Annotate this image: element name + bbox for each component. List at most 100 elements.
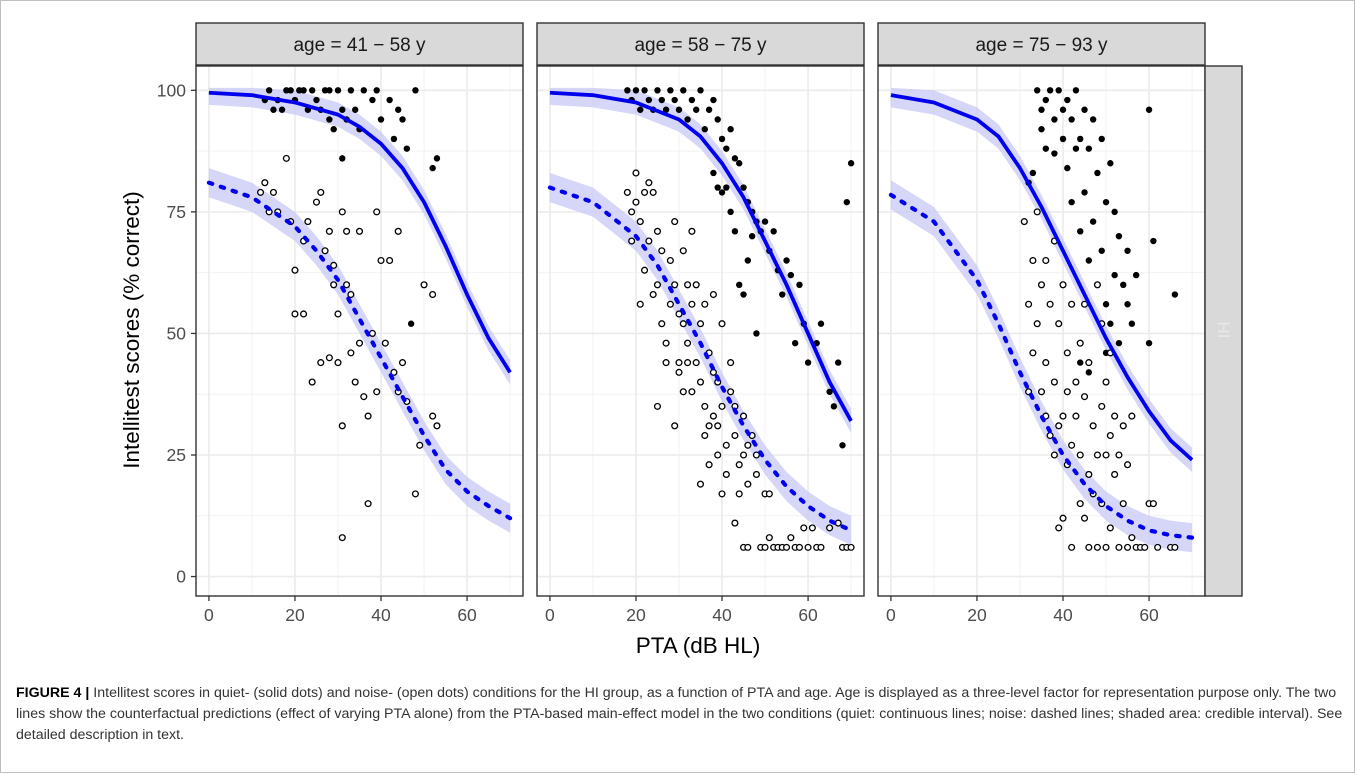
- noise-point: [688, 227, 696, 235]
- quiet-point: [692, 106, 700, 113]
- quiet-point: [718, 189, 726, 196]
- noise-point: [355, 339, 364, 347]
- noise-point: [800, 524, 808, 532]
- noise-point: [317, 188, 325, 196]
- noise-point: [1029, 349, 1037, 357]
- noise-fit-line: [206, 180, 513, 521]
- quiet-point: [360, 87, 368, 94]
- quiet-point: [675, 106, 683, 113]
- noise-point: [1020, 218, 1028, 226]
- noise-point: [1050, 378, 1058, 386]
- quiet-point: [744, 257, 752, 264]
- noise-point: [675, 310, 683, 318]
- quiet-point: [1038, 106, 1045, 113]
- quiet-point: [705, 106, 713, 113]
- quiet-point: [1081, 189, 1088, 196]
- quiet-point: [748, 232, 756, 240]
- quiet-point: [697, 87, 704, 94]
- quiet-point: [718, 135, 726, 143]
- quiet-point: [641, 87, 648, 94]
- quiet-point: [270, 106, 277, 113]
- quiet-point: [330, 126, 337, 133]
- noise-point: [433, 422, 441, 430]
- quiet-point: [1068, 198, 1075, 206]
- quiet-credible-interval: [890, 87, 1193, 473]
- caption-label: FIGURE 4: [16, 685, 82, 701]
- noise-point: [338, 208, 346, 216]
- quiet-point: [1081, 106, 1088, 113]
- quiet-point: [1042, 145, 1050, 152]
- noise-credible-interval: [208, 168, 511, 533]
- quiet-point: [386, 96, 393, 104]
- noise-point: [727, 388, 735, 396]
- quiet-point: [740, 291, 747, 298]
- quiet-point: [701, 126, 709, 133]
- y-tick-label: 0: [176, 567, 186, 587]
- quiet-point: [351, 106, 359, 113]
- panel-border: [536, 65, 865, 597]
- noise-credible-interval: [890, 180, 1193, 553]
- noise-point: [1085, 359, 1093, 367]
- quiet-point: [1046, 87, 1054, 94]
- quiet-point: [791, 339, 799, 347]
- quiet-point: [1077, 135, 1084, 143]
- noise-point: [671, 422, 679, 430]
- noise-point: [381, 339, 389, 347]
- quiet-point: [714, 116, 721, 123]
- noise-point: [325, 354, 333, 362]
- facet-panel-1: age = 41 − 58 y: [195, 22, 524, 597]
- noise-point: [1115, 451, 1123, 459]
- noise-point: [321, 247, 329, 255]
- quiet-point: [395, 106, 402, 113]
- noise-point: [662, 359, 670, 367]
- noise-point: [1037, 388, 1046, 396]
- noise-point: [1055, 524, 1063, 532]
- noise-point: [714, 422, 722, 430]
- noise-point: [351, 378, 359, 386]
- noise-point: [709, 290, 717, 299]
- noise-point: [1033, 320, 1041, 328]
- quiet-fit-line: [549, 90, 853, 422]
- quiet-point: [714, 184, 721, 191]
- figure-caption: FIGURE 4 | Intellitest scores in quiet- …: [16, 683, 1346, 746]
- row-strip-background: [1204, 65, 1243, 597]
- x-tick-label: 0: [204, 605, 214, 625]
- noise-credible-interval: [549, 172, 852, 545]
- noise-point: [765, 534, 773, 542]
- quiet-point: [390, 135, 398, 143]
- noise-point: [709, 412, 717, 420]
- noise-point: [696, 320, 705, 328]
- quiet-point: [1068, 116, 1075, 123]
- noise-point: [291, 266, 299, 274]
- quiet-point: [736, 281, 743, 289]
- quiet-point: [684, 116, 691, 123]
- quiet-point: [624, 87, 631, 94]
- quiet-point: [1124, 247, 1131, 254]
- x-tick-label: 0: [886, 605, 896, 625]
- noise-point: [636, 300, 644, 308]
- noise-point: [1098, 402, 1106, 410]
- noise-point: [343, 281, 351, 289]
- noise-point: [347, 290, 355, 299]
- noise-point: [1111, 470, 1119, 478]
- quiet-point: [1102, 301, 1110, 308]
- noise-point: [1068, 300, 1076, 308]
- noise-point: [1033, 208, 1041, 216]
- quiet-point: [1033, 87, 1041, 94]
- noise-point: [658, 247, 666, 255]
- noise-point: [304, 218, 312, 226]
- quiet-point: [373, 87, 380, 94]
- noise-point: [679, 320, 687, 328]
- noise-point: [1059, 281, 1067, 289]
- noise-point: [1106, 431, 1114, 440]
- noise-point: [653, 281, 662, 289]
- noise-point: [684, 281, 692, 289]
- quiet-point: [843, 198, 850, 206]
- noise-point: [1085, 543, 1093, 551]
- noise-point: [1124, 543, 1132, 551]
- noise-point: [649, 290, 657, 299]
- facet-strip-label: age = 41 − 58 y: [293, 35, 426, 56]
- noise-point: [684, 339, 692, 347]
- gridlines: [878, 66, 1205, 596]
- noise-point: [692, 359, 700, 367]
